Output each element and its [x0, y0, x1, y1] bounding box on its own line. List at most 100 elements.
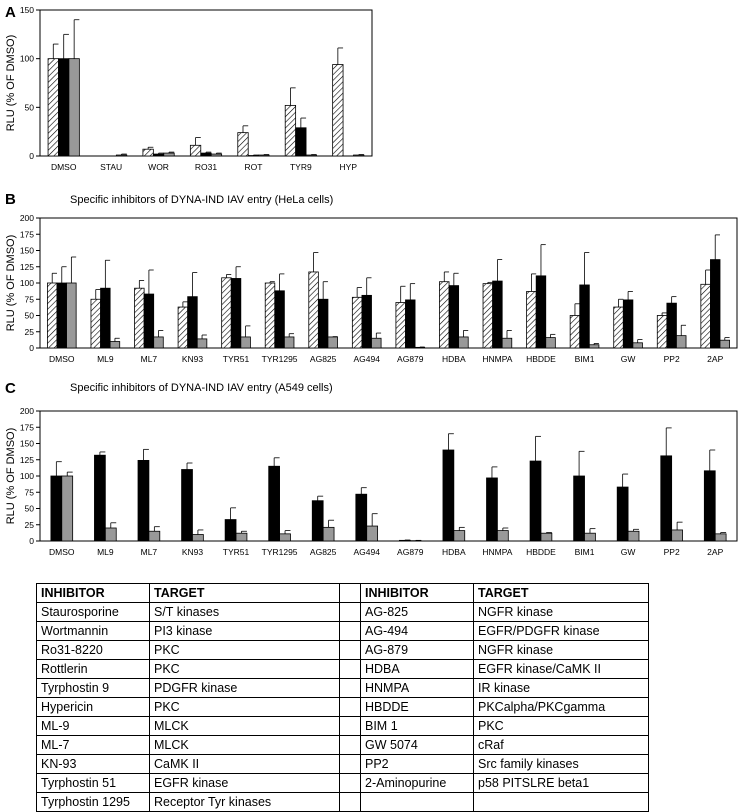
target-cell: cRaf — [474, 736, 649, 755]
bar-ro31-s2 — [201, 153, 211, 156]
bar-ag879-s1 — [396, 303, 406, 349]
bar-tyr1295-s2 — [275, 291, 285, 348]
bar-tyr1295-s3 — [284, 337, 294, 348]
y-tick-label: 25 — [25, 520, 35, 530]
bar-hnmpa-s3 — [502, 338, 512, 348]
bar-tyr1295-s2 — [280, 534, 291, 541]
category-label: HYP — [340, 162, 358, 172]
inhibitor-cell: Staurosporine — [37, 603, 150, 622]
bar-hnmpa-s1 — [483, 284, 493, 348]
bar-gw-s2 — [623, 300, 633, 348]
target-cell: PKC — [474, 717, 649, 736]
panel-label-b: B — [5, 191, 16, 208]
bar-ag494-s3 — [372, 338, 382, 348]
y-tick-label: 200 — [20, 406, 34, 416]
category-label: AG494 — [353, 547, 380, 557]
bar-pp2-s1 — [657, 316, 667, 349]
bar-ml7-s1 — [135, 288, 145, 348]
bar-ag494-s1 — [352, 297, 362, 348]
inhibitor-cell: HNMPA — [361, 679, 474, 698]
target-cell: Src family kinases — [474, 755, 649, 774]
target-cell: PKC — [150, 641, 340, 660]
bar-hbdde-s2 — [536, 276, 546, 348]
bar-dmso-s3 — [69, 59, 79, 156]
bar-hdba-s2 — [454, 531, 465, 541]
y-tick-label: 150 — [20, 5, 34, 15]
panel-b-title: Specific inhibitors of DYNA-IND IAV entr… — [70, 194, 333, 206]
table-spacer-cell — [340, 793, 361, 812]
y-tick-label: 100 — [20, 278, 34, 288]
target-cell: NGFR kinase — [474, 641, 649, 660]
bar-rot-s1 — [238, 133, 248, 156]
bar-kn93-s1 — [182, 470, 193, 542]
y-axis-label: RLU (% OF DMSO) — [5, 428, 17, 525]
bar-hdba-s3 — [459, 337, 469, 348]
bar-ml7-s2 — [149, 531, 160, 541]
panel-label-a: A — [5, 4, 16, 21]
y-tick-label: 100 — [20, 54, 34, 64]
y-tick-label: 175 — [20, 229, 34, 239]
bar-dmso-s2 — [62, 476, 73, 541]
bar-bim1-s2 — [585, 533, 596, 541]
bar-tyr51-s1 — [222, 278, 232, 348]
header-spacer — [340, 584, 361, 603]
bar-hbdde-s1 — [527, 291, 537, 348]
inhibitor-cell: Tyrphostin 51 — [37, 774, 150, 793]
bar-tyr1295-s1 — [265, 283, 275, 348]
bar-ag825-s2 — [323, 527, 334, 541]
bar-2ap-s2 — [715, 534, 726, 541]
bar-pp2-s2 — [667, 303, 677, 348]
bar-rot-s3 — [259, 155, 269, 156]
bar-dmso-s3 — [67, 283, 77, 348]
bar-gw-s2 — [628, 531, 639, 541]
y-tick-label: 150 — [20, 439, 34, 449]
target-cell: PKC — [150, 698, 340, 717]
category-label: AG879 — [397, 547, 424, 557]
category-label: PP2 — [664, 547, 680, 557]
table-spacer-cell — [340, 679, 361, 698]
bar-tyr51-s2 — [231, 278, 241, 348]
bar-ml9-s1 — [91, 299, 101, 348]
y-tick-label: 125 — [20, 262, 34, 272]
inhibitor-cell: AG-879 — [361, 641, 474, 660]
inhibitor-cell: PP2 — [361, 755, 474, 774]
bar-hyp-s3 — [354, 155, 364, 156]
y-tick-label: 50 — [25, 311, 35, 321]
bar-ml9-s3 — [110, 342, 120, 349]
bar-ag825-s3 — [328, 337, 338, 348]
bar-tyr51-s3 — [241, 337, 251, 348]
inhibitor-cell: GW 5074 — [361, 736, 474, 755]
category-label: TYR1295 — [262, 354, 298, 364]
inhibitor-cell: BIM 1 — [361, 717, 474, 736]
bar-ml7-s2 — [144, 294, 154, 348]
header-inhibitor: INHIBITOR — [37, 584, 150, 603]
target-cell: PI3 kinase — [150, 622, 340, 641]
target-cell: PKCalpha/PKCgamma — [474, 698, 649, 717]
category-label: KN93 — [182, 547, 204, 557]
inhibitor-cell: HDBA — [361, 660, 474, 679]
bar-ag494-s2 — [367, 526, 378, 541]
bar-pp2-s2 — [672, 530, 683, 541]
category-label: ML7 — [141, 354, 158, 364]
bar-ag879-s1 — [399, 540, 410, 541]
bar-hbdde-s3 — [546, 338, 556, 348]
target-cell: NGFR kinase — [474, 603, 649, 622]
bar-ag825-s2 — [318, 299, 328, 348]
bar-ag494-s2 — [362, 295, 372, 348]
bar-dmso-s1 — [48, 59, 58, 156]
category-label: AG879 — [397, 354, 424, 364]
bar-ag879-s2 — [405, 300, 415, 348]
category-label: BIM1 — [575, 547, 595, 557]
bar-stau-s3 — [116, 155, 126, 156]
bar-hdba-s2 — [449, 286, 459, 348]
y-tick-label: 0 — [29, 536, 34, 546]
bar-ml7-s3 — [154, 337, 164, 348]
bar-ag825-s1 — [312, 501, 323, 541]
category-label: AG825 — [310, 547, 337, 557]
target-cell: EGFR kinase — [150, 774, 340, 793]
